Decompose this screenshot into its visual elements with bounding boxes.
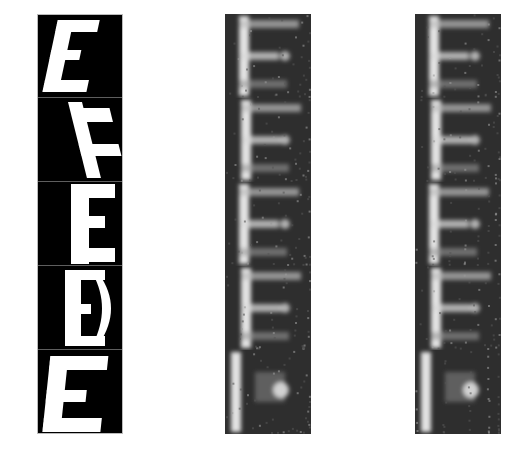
strip-border	[37, 14, 123, 434]
reconstruction-cell	[415, 98, 501, 182]
source-glyph-cell	[37, 266, 123, 351]
reconstruction-cell	[225, 266, 311, 350]
source-glyph-cell	[37, 14, 123, 99]
source-glyph-cell	[37, 98, 123, 183]
reconstruction-cell	[415, 350, 501, 434]
reconstruction-cell	[415, 182, 501, 266]
reconstruction-cell	[415, 266, 501, 350]
reconstruction-cell	[225, 14, 311, 98]
glyph-column-reconstruction-b	[415, 14, 501, 434]
reconstruction-cell	[415, 14, 501, 98]
source-glyph-cell	[37, 182, 123, 267]
reconstruction-cell	[225, 98, 311, 182]
reconstruction-strip-b	[415, 14, 501, 434]
source-glyph-cell	[37, 350, 123, 434]
source-glyph-strip	[37, 14, 123, 434]
reconstruction-cell	[225, 350, 311, 434]
glyph-column-source	[37, 14, 123, 434]
reconstruction-cell	[225, 182, 311, 266]
glyph-column-reconstruction-a	[225, 14, 311, 434]
reconstruction-strip-a	[225, 14, 311, 434]
